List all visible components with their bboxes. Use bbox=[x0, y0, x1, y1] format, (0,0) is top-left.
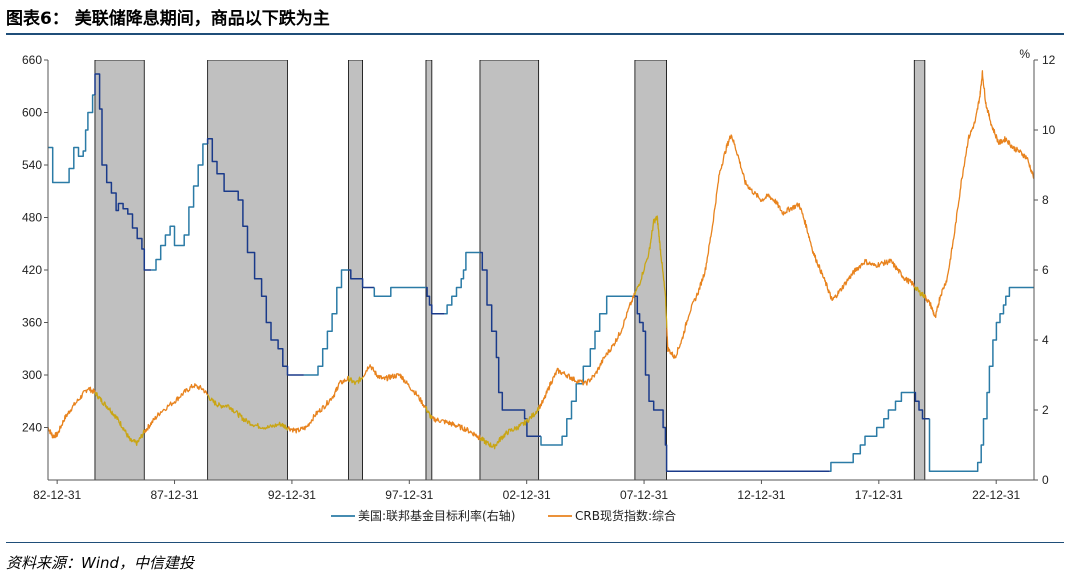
x-tick-label: 07-12-31 bbox=[620, 488, 668, 502]
right-tick-label: 8 bbox=[1042, 193, 1049, 207]
crb-index-line bbox=[207, 394, 289, 431]
rate-cut-period bbox=[94, 60, 145, 480]
fed-funds-rate-line bbox=[540, 295, 635, 446]
crb-index-line bbox=[634, 215, 668, 329]
legend-label-crb: CRB现货指数:综合 bbox=[575, 508, 676, 523]
chart-title: 图表6： 美联储降息期间，商品以下跌为主 bbox=[6, 9, 330, 29]
x-tick-label: 17-12-31 bbox=[855, 488, 903, 502]
x-tick-label: 97-12-31 bbox=[385, 488, 433, 502]
right-tick-label: 12 bbox=[1042, 53, 1056, 67]
rate-cut-period bbox=[913, 60, 926, 480]
rate-cut-period bbox=[207, 60, 288, 480]
crb-index-line bbox=[362, 364, 427, 409]
left-tick-label: 600 bbox=[22, 106, 42, 120]
right-tick-label: 10 bbox=[1042, 123, 1056, 137]
crb-index-line bbox=[479, 404, 540, 450]
source-note: 资料来源：Wind，中信建投 bbox=[6, 554, 195, 572]
rate-cut-period bbox=[425, 60, 433, 480]
crb-index-line bbox=[287, 375, 349, 434]
crb-index-line bbox=[347, 376, 364, 386]
crb-index-line bbox=[913, 286, 926, 299]
fed-funds-rate-line bbox=[94, 73, 152, 271]
crb-index-line bbox=[924, 70, 1034, 319]
fed-funds-rate-line bbox=[444, 251, 480, 315]
fed-funds-rate-line bbox=[634, 295, 830, 473]
x-tick-label: 12-12-31 bbox=[737, 488, 785, 502]
fed-funds-rate-line bbox=[829, 391, 915, 473]
fed-funds-rate-line bbox=[426, 286, 445, 315]
rate-cut-period bbox=[634, 60, 667, 480]
fed-funds-rate-line bbox=[151, 143, 208, 271]
crb-index-line bbox=[538, 292, 636, 409]
crb-index-line bbox=[425, 406, 434, 420]
right-axis-unit: % bbox=[1019, 47, 1030, 61]
left-tick-label: 300 bbox=[22, 368, 42, 382]
fed-funds-rate-line bbox=[928, 286, 1034, 473]
right-tick-label: 4 bbox=[1042, 333, 1049, 347]
fed-funds-rate-line bbox=[206, 138, 304, 376]
fed-funds-rate-line bbox=[373, 286, 426, 298]
footer-rule bbox=[6, 542, 1064, 543]
crb-index-line bbox=[431, 416, 481, 441]
right-tick-label: 2 bbox=[1042, 403, 1049, 417]
legend: 美国:联邦基金目标利率(右轴) CRB现货指数:综合 bbox=[331, 508, 676, 523]
x-tick-label: 02-12-31 bbox=[503, 488, 551, 502]
left-tick-label: 480 bbox=[22, 211, 42, 225]
left-tick-label: 660 bbox=[22, 53, 42, 67]
fed-funds-rate-line bbox=[914, 391, 930, 420]
x-tick-label: 87-12-31 bbox=[151, 488, 199, 502]
left-tick-label: 420 bbox=[22, 263, 42, 277]
x-tick-label: 82-12-31 bbox=[33, 488, 81, 502]
left-tick-label: 360 bbox=[22, 316, 42, 330]
crb-index-line bbox=[94, 391, 146, 446]
crb-index-line bbox=[144, 383, 209, 434]
title-rule bbox=[6, 33, 1064, 35]
right-tick-label: 0 bbox=[1042, 473, 1049, 487]
shaded-periods bbox=[94, 60, 926, 480]
left-tick-label: 540 bbox=[22, 158, 42, 172]
left-tick-label: 240 bbox=[22, 421, 42, 435]
fed-funds-rate-line bbox=[48, 94, 95, 184]
crb-index-line bbox=[666, 134, 915, 359]
fed-funds-rate-line bbox=[348, 269, 375, 289]
axes: 660600540480420360300240121086420%82-12-… bbox=[22, 47, 1056, 502]
fed-funds-rate-line bbox=[303, 269, 349, 376]
right-tick-label: 6 bbox=[1042, 263, 1049, 277]
chart: 660600540480420360300240121086420%82-12-… bbox=[22, 47, 1056, 523]
series-lines bbox=[48, 70, 1034, 473]
legend-label-fed-rate: 美国:联邦基金目标利率(右轴) bbox=[358, 508, 515, 523]
x-tick-label: 92-12-31 bbox=[268, 488, 316, 502]
crb-index-line bbox=[48, 386, 96, 439]
x-tick-label: 22-12-31 bbox=[972, 488, 1020, 502]
